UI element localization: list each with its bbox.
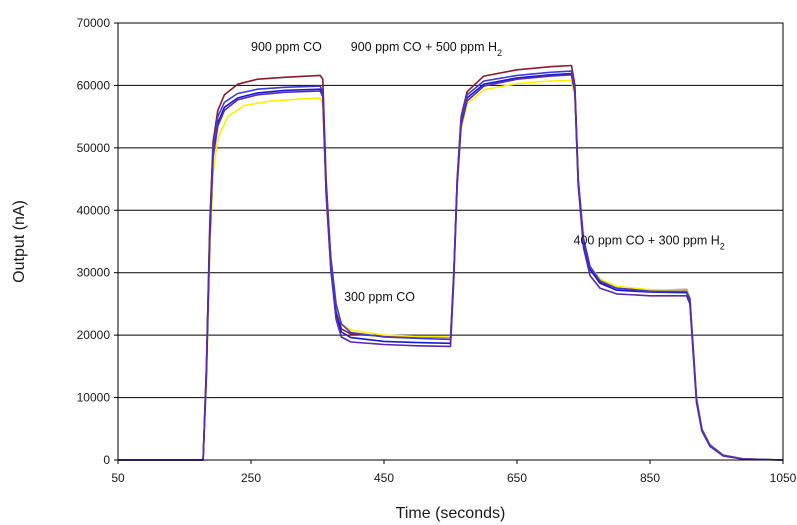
x-tick-label: 1050 (770, 471, 797, 485)
annotation: 900 ppm CO + 500 ppm H2 (351, 40, 502, 58)
y-tick-label: 10000 (77, 391, 111, 405)
y-axis-label: Output (nA) (11, 200, 28, 283)
tick-labels: 0 10000 20000 30000 40000 50000 60000 70000 50 25… (77, 16, 797, 485)
y-tick-label: 50000 (77, 141, 111, 155)
annotation-subscript: 2 (497, 48, 502, 58)
y-tick-label: 20000 (77, 328, 111, 342)
x-tick-label: 850 (640, 471, 660, 485)
series-lines (118, 64, 784, 461)
series-line-5 (118, 74, 784, 461)
y-tick-label: 0 (103, 453, 110, 467)
y-tick-label: 30000 (77, 266, 111, 280)
annotation-subscript: 2 (720, 242, 725, 252)
annotation: 400 ppm CO + 300 ppm H2 (574, 234, 725, 252)
annotations: 900 ppm CO 900 ppm CO + 500 ppm H2 300 ppm… (251, 40, 725, 304)
x-tick-label: 250 (241, 471, 261, 485)
y-tick-label: 60000 (77, 78, 111, 92)
x-tick-label: 50 (111, 471, 125, 485)
series-line-2 (118, 79, 784, 461)
x-axis-label: Time (seconds) (396, 505, 506, 522)
x-tick-label: 450 (374, 471, 394, 485)
plot-frame (117, 22, 784, 461)
annotation: 900 ppm CO (251, 40, 322, 54)
x-tick-label: 650 (507, 471, 527, 485)
annotation: 300 ppm CO (344, 290, 415, 304)
y-tick-label: 70000 (77, 16, 111, 30)
y-tick-label: 40000 (77, 203, 111, 217)
